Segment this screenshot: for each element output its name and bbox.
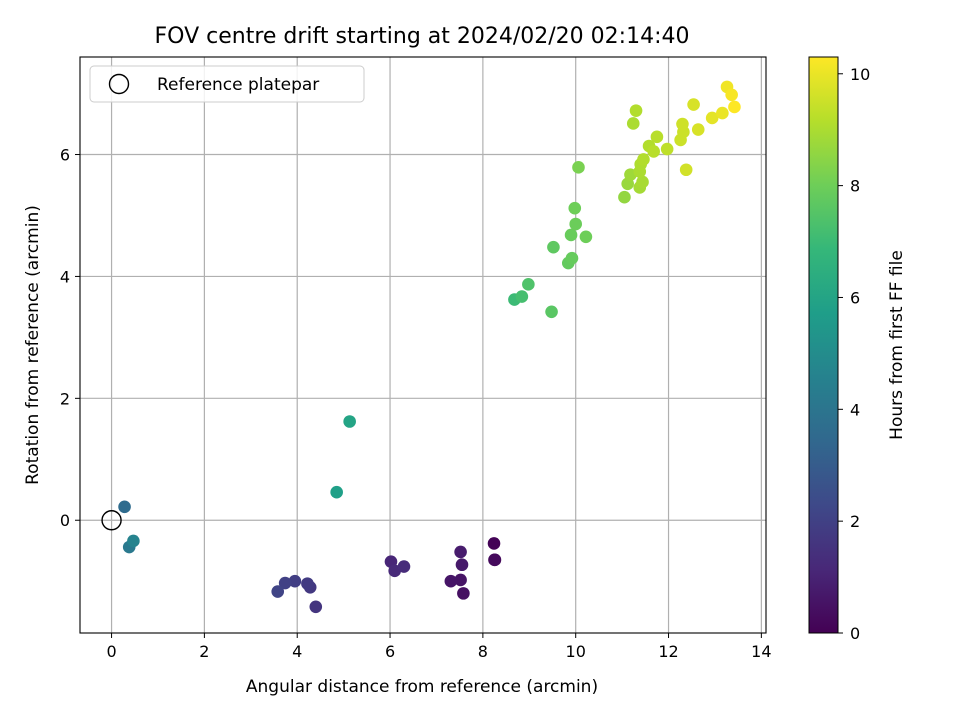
data-point — [564, 228, 578, 242]
scatter-points — [101, 80, 741, 614]
y-axis-label: Rotation from reference (arcmin) — [23, 205, 43, 485]
data-point — [547, 240, 560, 254]
data-point — [679, 163, 693, 177]
data-point — [278, 576, 292, 590]
data-point — [488, 553, 501, 567]
x-tick-label: 12 — [658, 642, 678, 661]
data-point — [572, 161, 585, 174]
colorbar-tick-label: 4 — [850, 400, 860, 419]
data-point — [629, 104, 643, 117]
legend-label: Reference platepar — [157, 75, 319, 95]
legend-box — [89, 65, 365, 103]
data-point — [487, 537, 501, 550]
data-point — [691, 123, 705, 136]
data-point — [301, 577, 314, 590]
data-point — [650, 130, 664, 144]
chart-title: FOV centre drift starting at 2024/02/20 … — [155, 24, 690, 49]
data-point — [343, 415, 356, 428]
reference-marker — [101, 510, 122, 531]
x-tick-label: 8 — [478, 642, 488, 661]
legend-marker — [108, 73, 130, 95]
grid — [80, 57, 766, 633]
data-point — [687, 98, 700, 111]
colorbar-tick-label: 6 — [850, 288, 860, 307]
data-point — [676, 117, 689, 131]
x-tick-label: 2 — [199, 642, 209, 661]
data-point — [725, 88, 738, 102]
data-point — [457, 587, 470, 600]
x-tick-label: 14 — [751, 642, 771, 661]
data-point — [728, 100, 741, 114]
x-axis-label: Angular distance from reference (arcmin) — [246, 677, 598, 697]
data-point — [271, 585, 285, 598]
colorbar-tick-label: 8 — [850, 177, 860, 196]
data-point — [454, 545, 467, 559]
colorbar: 0 2 4 6 8 10 — [808, 56, 870, 643]
data-point — [579, 230, 593, 244]
data-point — [444, 574, 458, 588]
data-point — [330, 485, 343, 499]
data-point — [626, 117, 640, 130]
data-point — [568, 201, 582, 215]
data-point — [288, 574, 302, 588]
plot-frame — [79, 56, 767, 634]
tick-labels: 0 2 4 6 8 10 12 14 0 2 4 6 — [60, 146, 772, 661]
data-point — [309, 600, 323, 614]
data-point — [565, 251, 579, 265]
data-point — [118, 500, 131, 514]
y-tick-label: 2 — [60, 389, 70, 408]
data-point — [637, 153, 650, 166]
y-tick-label: 0 — [60, 511, 70, 530]
x-tick-label: 4 — [292, 642, 302, 661]
x-tick-label: 0 — [106, 642, 116, 661]
colorbar-tick-label: 0 — [850, 624, 860, 643]
data-point — [647, 145, 660, 158]
data-point — [455, 558, 469, 572]
data-point — [618, 190, 631, 204]
colorbar-gradient — [808, 56, 839, 634]
data-point — [515, 290, 529, 303]
data-point — [522, 278, 535, 291]
y-tick-label: 4 — [60, 267, 70, 286]
data-point — [545, 305, 558, 319]
axes — [75, 56, 767, 638]
data-point — [636, 175, 649, 189]
data-point — [397, 560, 411, 573]
data-point — [716, 106, 729, 120]
colorbar-label: Hours from first FF file — [887, 250, 907, 440]
colorbar-tick-label: 10 — [850, 65, 870, 84]
data-point — [454, 573, 467, 587]
data-point — [660, 142, 674, 156]
colorbar-tick-label: 2 — [850, 512, 860, 531]
data-point — [127, 534, 140, 548]
x-tick-label: 6 — [385, 642, 395, 661]
data-point — [569, 217, 583, 231]
y-tick-label: 6 — [60, 146, 70, 165]
x-tick-label: 10 — [566, 642, 586, 661]
data-point — [705, 111, 719, 125]
legend: Reference platepar — [89, 65, 365, 103]
